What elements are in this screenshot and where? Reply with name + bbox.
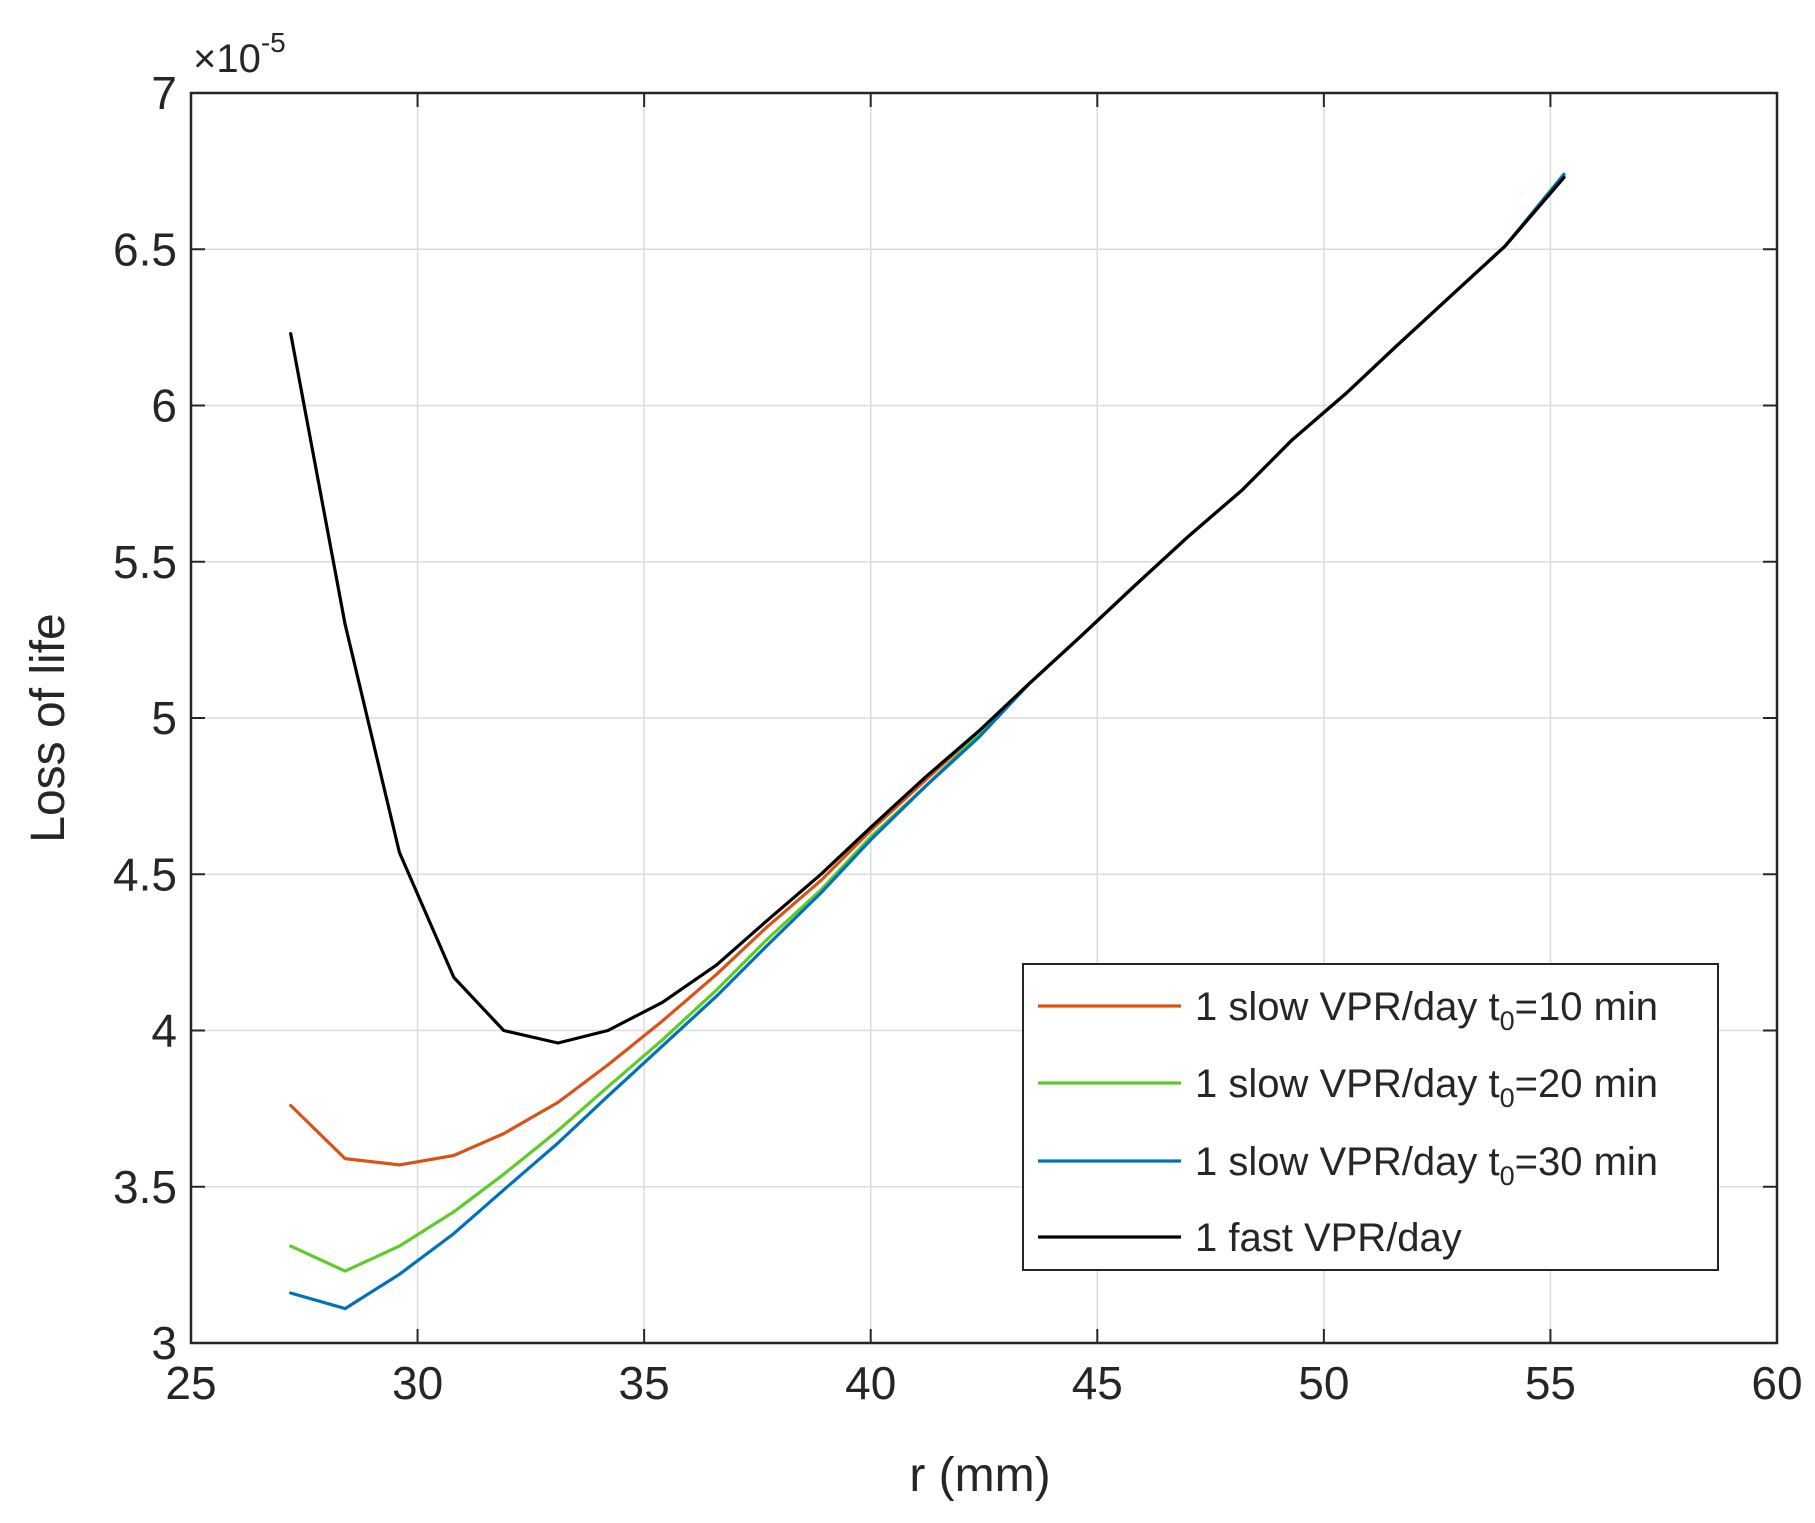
x-tick-label: 60 xyxy=(1751,1357,1802,1409)
legend-label-4: 1 fast VPR/day xyxy=(1195,1216,1462,1260)
y-axis-exponent-power: -5 xyxy=(261,27,286,58)
label-layer: r (mm) Loss of life ×10-5 xyxy=(22,27,1051,1502)
y-tick-label: 5.5 xyxy=(113,536,177,588)
y-axis-exponent-base: ×10 xyxy=(193,37,261,81)
legend-label-1: 1 slow VPR/day t0=10 min xyxy=(1195,985,1658,1036)
legend-label-2: 1 slow VPR/day t0=20 min xyxy=(1195,1062,1658,1113)
x-tick-label: 55 xyxy=(1525,1357,1576,1409)
y-tick-label: 3 xyxy=(151,1317,177,1369)
x-tick-label: 40 xyxy=(845,1357,896,1409)
y-tick-label: 5 xyxy=(151,692,177,744)
y-tick-label: 7 xyxy=(151,67,177,119)
x-tick-label: 25 xyxy=(165,1357,216,1409)
y-axis-label: Loss of life xyxy=(22,613,75,842)
x-tick-label: 30 xyxy=(392,1357,443,1409)
y-axis-exponent: ×10-5 xyxy=(193,27,286,81)
legend-label-3: 1 slow VPR/day t0=30 min xyxy=(1195,1140,1658,1191)
legend-box xyxy=(1022,963,1719,1271)
series-layer xyxy=(289,172,1566,1311)
y-tick-label: 4.5 xyxy=(113,848,177,900)
series-line-4 xyxy=(289,175,1566,1045)
legend: 1 slow VPR/day t0=10 min 1 slow VPR/day t… xyxy=(1022,963,1719,1271)
y-tick-label: 6 xyxy=(151,380,177,432)
y-tick-label: 6.5 xyxy=(113,223,177,275)
y-tick-label: 3.5 xyxy=(113,1161,177,1213)
y-tick-label: 4 xyxy=(151,1005,177,1057)
x-tick-label: 45 xyxy=(1072,1357,1123,1409)
tick-layer: 25 30 35 40 45 50 55 60 3 3.5 4 4.5 5 5.5 6 6.5 7 xyxy=(113,67,1803,1409)
x-axis-label: r (mm) xyxy=(909,1449,1050,1502)
x-tick-label: 50 xyxy=(1298,1357,1349,1409)
x-tick-label: 35 xyxy=(619,1357,670,1409)
